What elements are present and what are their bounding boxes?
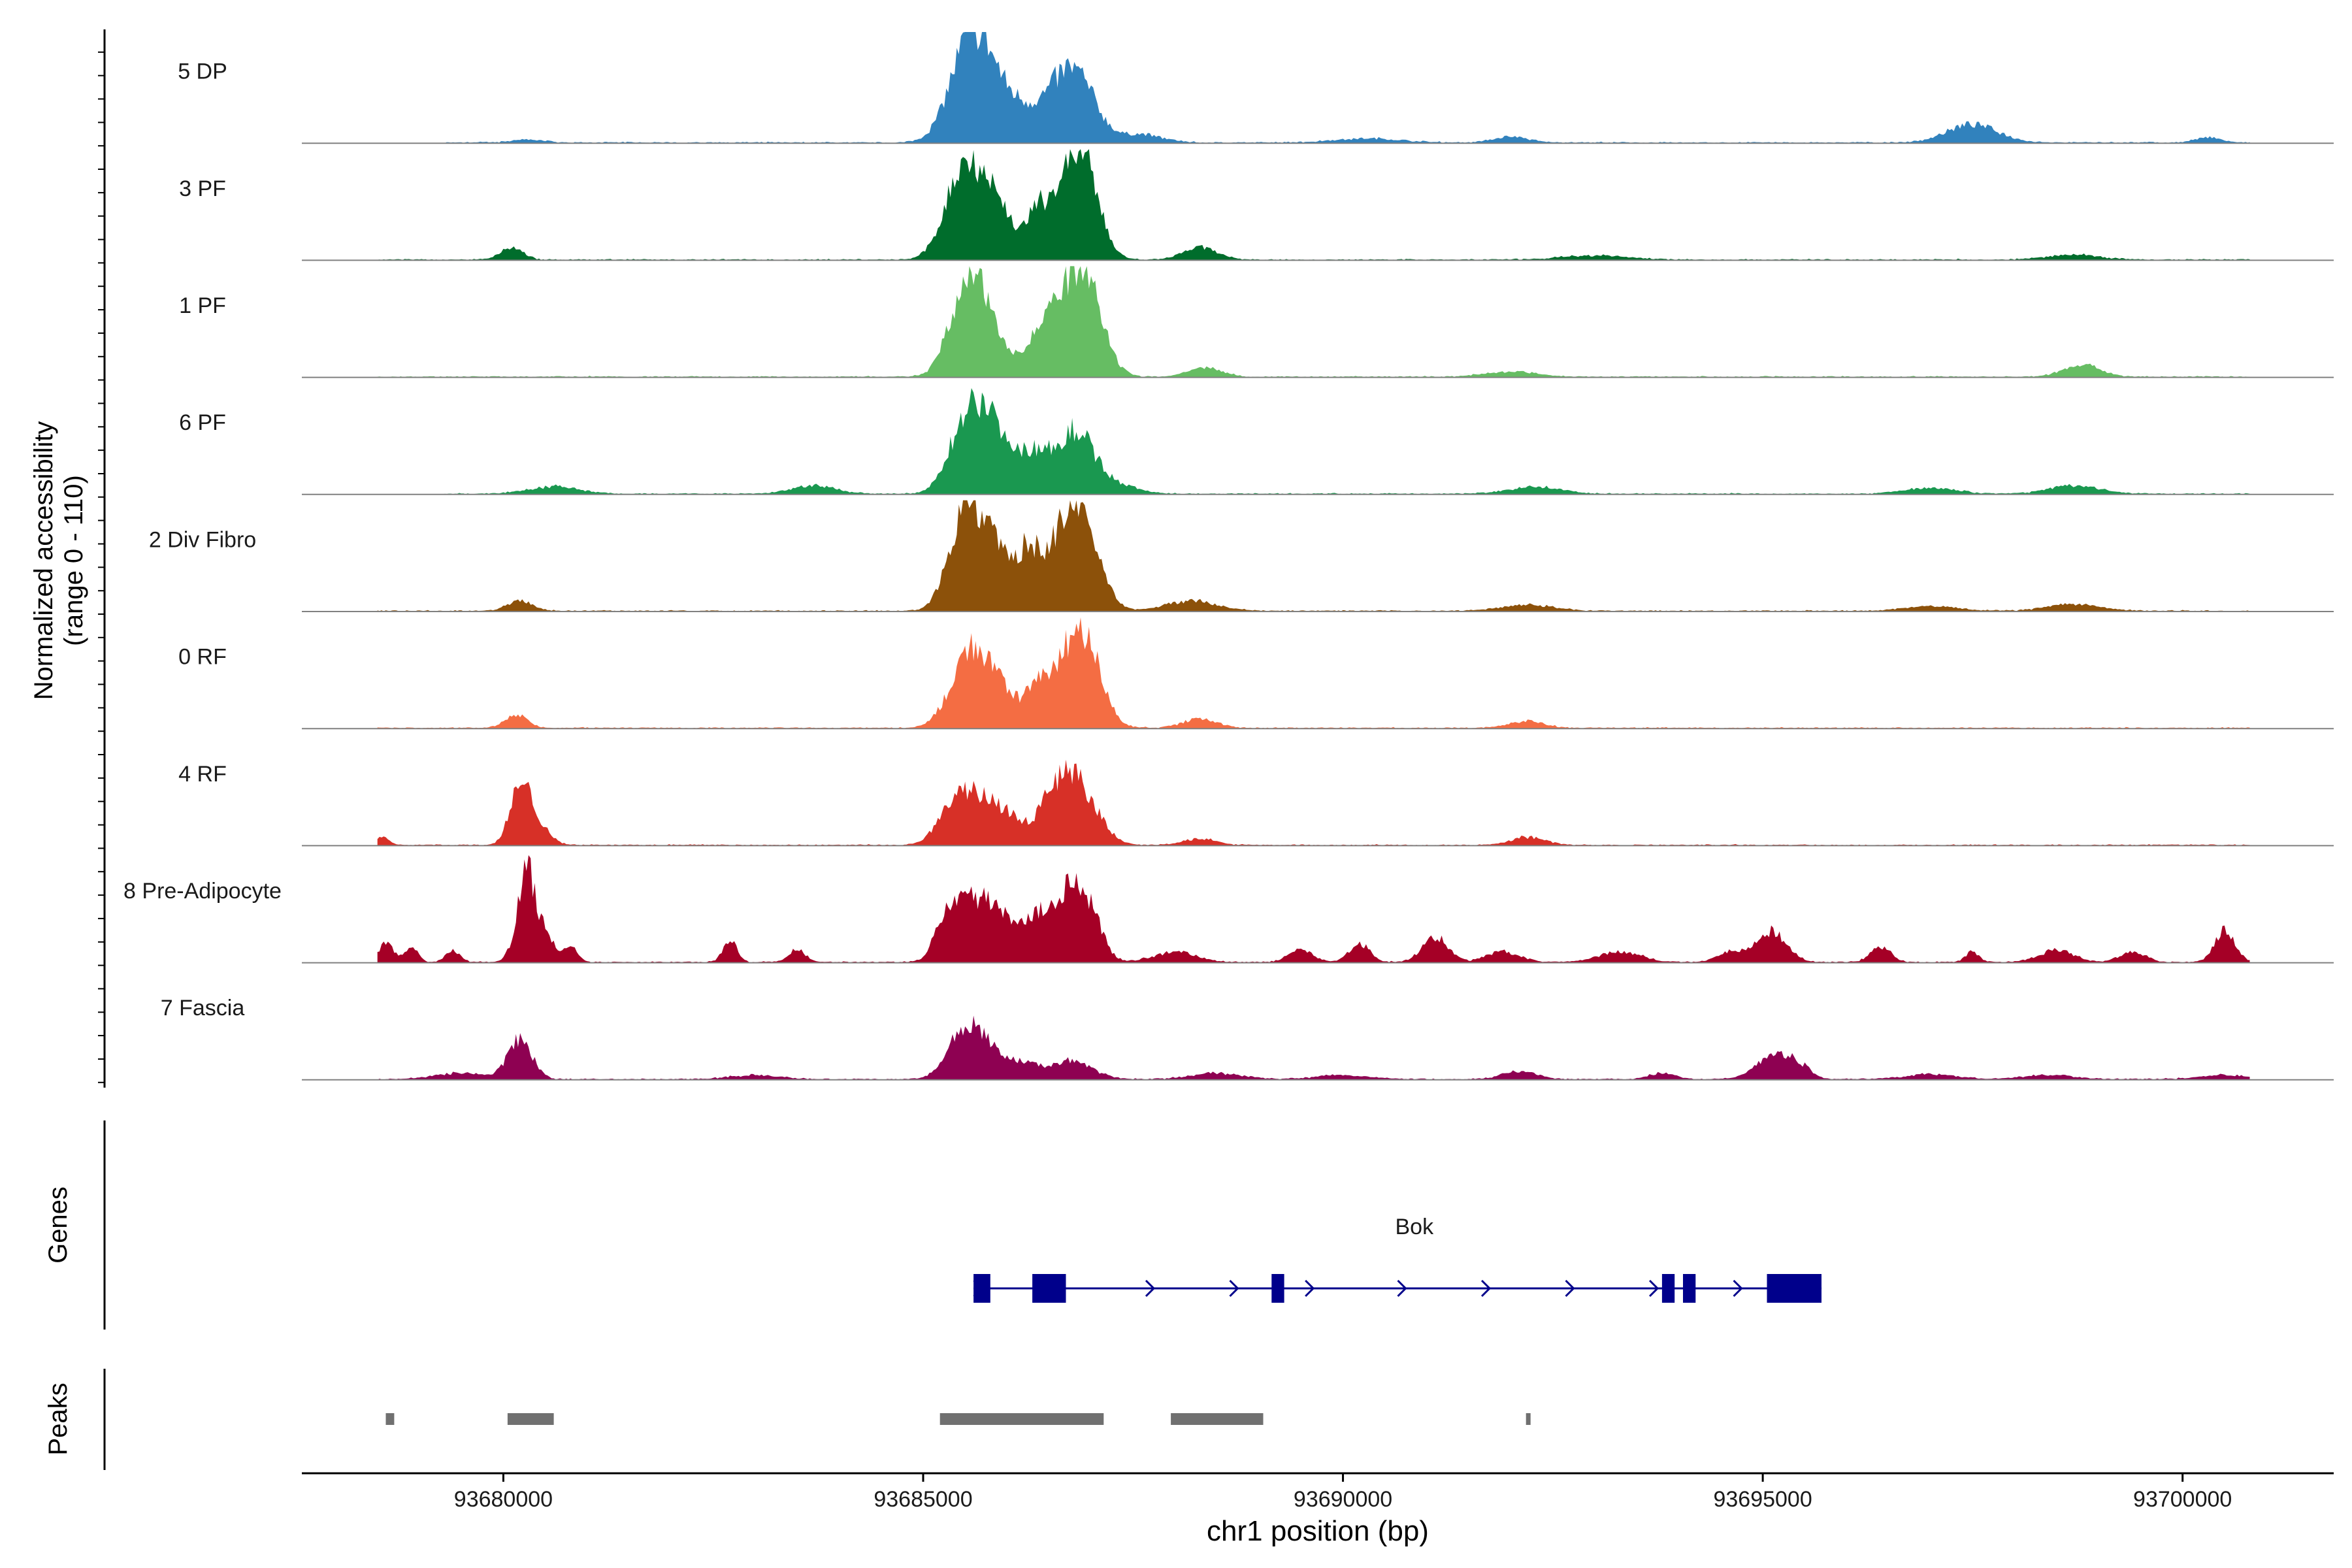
gene-track: Bok (973, 1215, 1822, 1303)
peak-region (385, 1413, 395, 1425)
x-axis-title: chr1 position (bp) (1207, 1515, 1429, 1547)
gene-exon (1661, 1274, 1675, 1303)
track-2-div-fibro (302, 500, 2334, 612)
track-1-pf (302, 266, 2334, 378)
strand-arrow (1648, 1279, 1659, 1298)
track-8-pre-adipocyte (302, 855, 2334, 964)
track-labels: 5 DP 3 PF 1 PF 6 PF 2 Div Fibro 0 RF 4 RF 8 Pre… (123, 59, 282, 1021)
track-label: 2 Div Fibro (149, 527, 256, 552)
accessibility-y-axis (98, 29, 106, 1088)
x-axis-ticks: 93680000 93685000 93690000 93695000 93700000 (454, 1473, 2232, 1512)
track-label: 0 RF (178, 645, 227, 670)
coverage-tracks (302, 32, 2334, 1081)
y-axis-title-line1: Normalized accessibility (29, 421, 58, 700)
gene-name-label: Bok (1396, 1215, 1435, 1239)
strand-arrow (1229, 1279, 1239, 1298)
strand-arrow (1305, 1279, 1315, 1298)
strand-arrow (1480, 1279, 1492, 1298)
strand-arrow (1397, 1279, 1407, 1298)
x-tick-label: 93680000 (454, 1487, 553, 1512)
gene-exon (1683, 1274, 1696, 1303)
track-4-rf (302, 759, 2334, 847)
track-label: 4 RF (178, 762, 227, 787)
peaks-track (385, 1413, 1531, 1425)
track-0-rf (302, 617, 2334, 730)
peaks-axis-title: Peaks (44, 1382, 73, 1455)
track-label: 3 PF (179, 176, 226, 201)
track-label: 1 PF (179, 293, 226, 318)
coverage-area (377, 1015, 2250, 1080)
track-label: 8 Pre-Adipocyte (123, 879, 282, 904)
gene-exon (973, 1274, 990, 1303)
x-tick-label: 93690000 (1294, 1487, 1392, 1512)
x-tick-label: 93695000 (1713, 1487, 1812, 1512)
gene-exon (1032, 1274, 1066, 1303)
track-label: 7 Fascia (161, 996, 245, 1021)
track-5-dp (302, 32, 2334, 144)
strand-arrow (1145, 1279, 1156, 1298)
y-axis-title-line2: (range 0 - 110) (59, 475, 88, 646)
strand-arrow (1565, 1279, 1575, 1298)
gene-exon (1271, 1274, 1284, 1303)
genes-axis-title: Genes (44, 1186, 73, 1264)
track-label: 6 PF (179, 410, 226, 435)
strand-arrow (1733, 1279, 1743, 1298)
gene-exon (1767, 1274, 1821, 1303)
peak-region (939, 1413, 1104, 1425)
peak-region (1171, 1413, 1264, 1425)
track-6-pf (302, 388, 2334, 495)
x-tick-label: 93685000 (874, 1487, 972, 1512)
peak-region (507, 1413, 554, 1425)
peak-region (1526, 1413, 1531, 1425)
track-3-pf (302, 149, 2334, 261)
coverage-area (377, 855, 2250, 963)
x-tick-label: 93700000 (2133, 1487, 2232, 1512)
track-label: 5 DP (178, 59, 227, 84)
track-7-fascia (302, 1015, 2334, 1081)
